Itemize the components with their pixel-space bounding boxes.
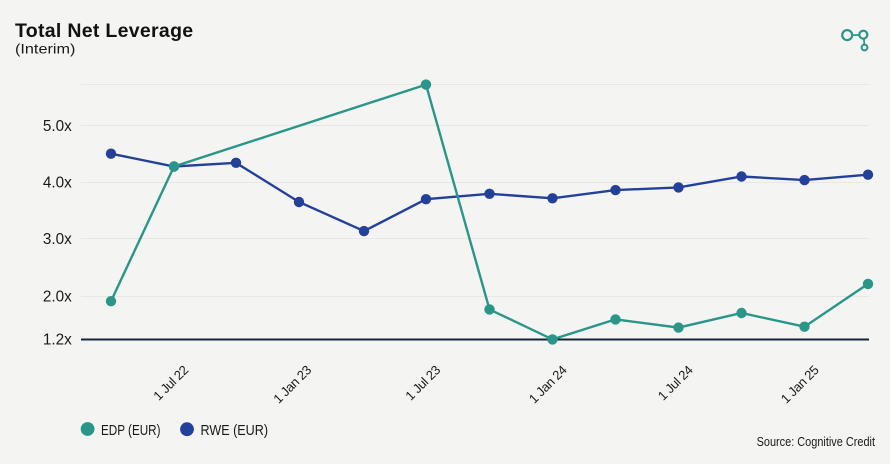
svg-text:Source: Cognitive Credit: Source: Cognitive Credit (757, 434, 876, 449)
svg-text:1.2x: 1.2x (43, 331, 72, 348)
svg-text:5.0x: 5.0x (43, 118, 72, 135)
svg-text:3.0x: 3.0x (43, 231, 72, 248)
svg-text:Total Net Leverage: Total Net Leverage (15, 20, 193, 42)
svg-text:EDP (EUR): EDP (EUR) (101, 423, 161, 439)
svg-text:4.0x: 4.0x (43, 175, 72, 192)
svg-text:2.0x: 2.0x (43, 289, 72, 306)
svg-text:RWE (EUR): RWE (EUR) (201, 423, 269, 439)
svg-text:(Interim): (Interim) (15, 40, 75, 56)
